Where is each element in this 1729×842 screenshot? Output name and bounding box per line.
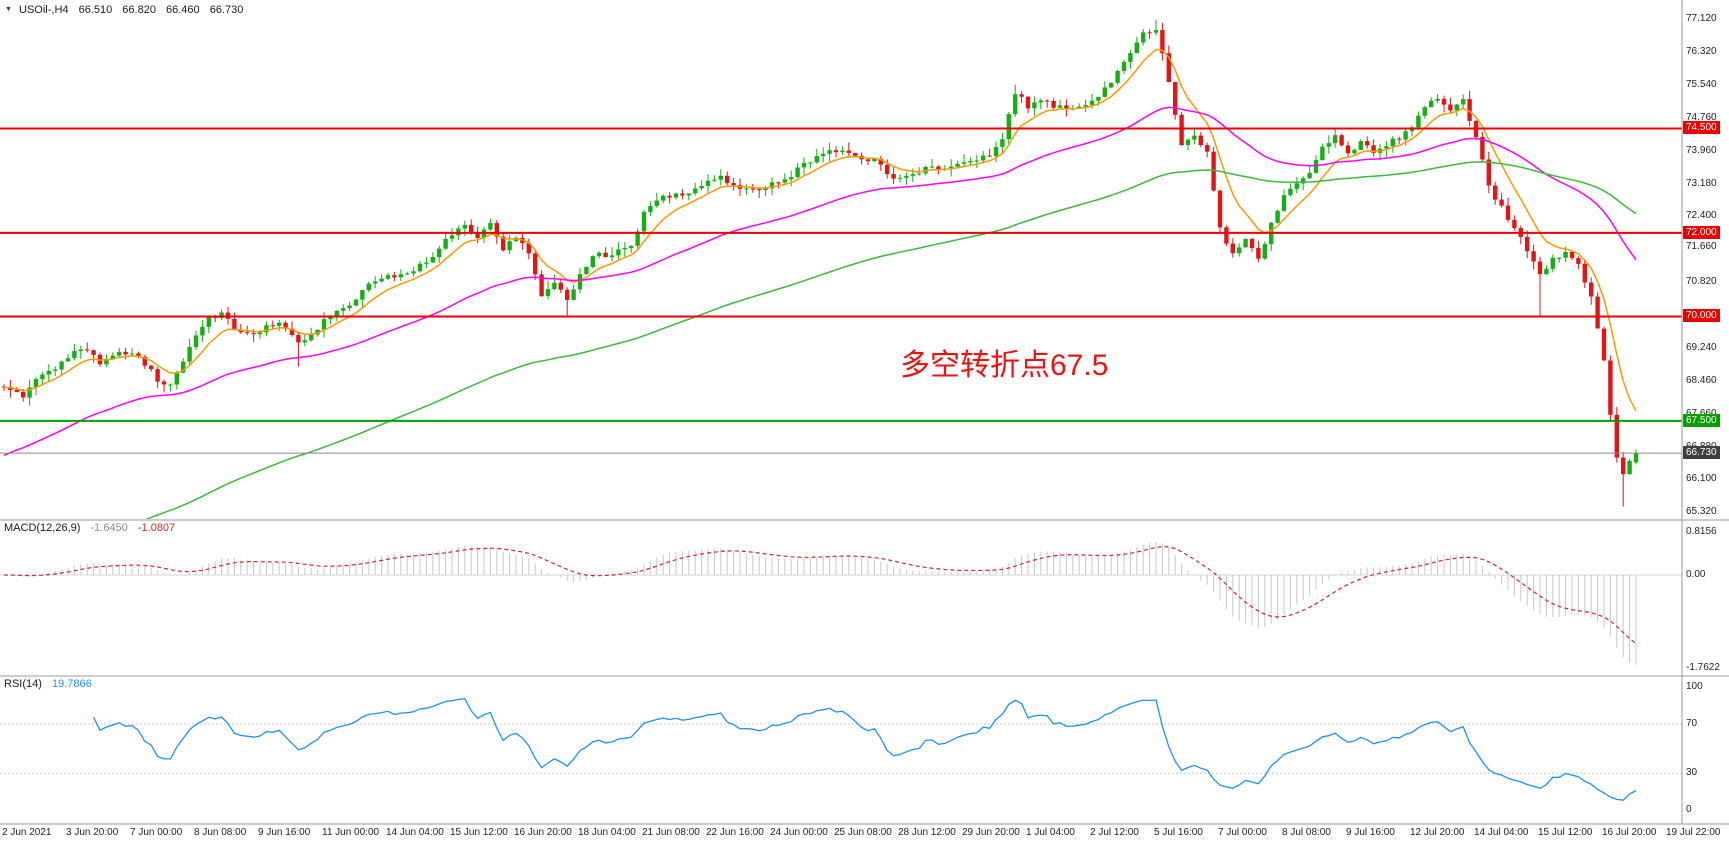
time-axis-tick: 15 Jul 12:00 [1538, 827, 1593, 838]
price-axis-tick: 69.240 [1686, 342, 1717, 354]
time-axis-tick: 18 Jun 04:00 [578, 827, 636, 838]
ohlc-open-value: 66.510 [78, 4, 113, 16]
macd-label: MACD(12,26,9) [4, 522, 81, 534]
time-axis-tick: 28 Jun 12:00 [898, 827, 956, 838]
time-axis-tick: 5 Jul 16:00 [1154, 827, 1203, 838]
time-axis-tick: 1 Jul 04:00 [1026, 827, 1075, 838]
time-axis-tick: 2 Jul 12:00 [1090, 827, 1139, 838]
price-axis-tick: 74.760 [1686, 111, 1717, 123]
level-badge-66.730: 66.730 [1683, 446, 1720, 460]
price-axis-tick: 70.820 [1686, 276, 1717, 288]
macd-header: MACD(12,26,9) -1.6450 -1.0807 [4, 522, 175, 534]
rsi-plot-layer [0, 698, 1682, 801]
time-axis-tick: 24 Jun 00:00 [770, 827, 828, 838]
ohlc-high-value: 66.820 [122, 4, 156, 16]
time-axis-tick: 8 Jul 08:00 [1282, 827, 1331, 838]
level-badge-70.000: 70.000 [1683, 309, 1720, 323]
rsi-axis-tick: 100 [1686, 681, 1703, 692]
time-axis-tick: 15 Jun 12:00 [450, 827, 508, 838]
macd-signal-value: -1.0807 [137, 522, 176, 534]
level-badge-72.000: 72.000 [1683, 225, 1720, 239]
ohlc-low-value: 66.460 [166, 4, 200, 16]
level-badge-74.500: 74.500 [1683, 121, 1720, 135]
price-axis-tick: 66.100 [1686, 473, 1717, 485]
level-badge-67.500: 67.500 [1683, 413, 1720, 427]
time-axis-tick: 7 Jul 00:00 [1218, 827, 1267, 838]
price-axis-tick: 71.660 [1686, 241, 1717, 253]
annotation-text: 多空转折点67.5 [900, 349, 1109, 382]
time-axis-tick: 25 Jun 08:00 [834, 827, 892, 838]
time-axis-tick: 29 Jun 20:00 [962, 827, 1020, 838]
price-axis-tick: 72.400 [1686, 210, 1717, 222]
time-axis-tick: 7 Jun 00:00 [130, 827, 183, 838]
time-axis-tick: 2 Jun 2021 [2, 827, 52, 838]
macd-axis-tick: 0.8156 [1686, 526, 1717, 538]
price-axis-tick: 67.660 [1686, 408, 1717, 419]
main-plot-layer [0, 19, 1682, 519]
symbol-title: ▼ USOil-,H4 66.510 66.820 66.460 66.730 [5, 4, 243, 16]
rsi-header: RSI(14) 19.7866 [4, 678, 92, 690]
price-axis-tick: 76.320 [1686, 46, 1717, 58]
price-axis-tick: 68.460 [1686, 374, 1717, 386]
macd-main-value: -1.6450 [90, 522, 128, 534]
time-axis-tick: 14 Jul 04:00 [1474, 827, 1529, 838]
time-axis-tick: 21 Jun 08:00 [642, 827, 700, 838]
time-axis-tick: 16 Jun 20:00 [514, 827, 572, 838]
time-axis-tick: 14 Jun 04:00 [386, 827, 444, 838]
rsi-value: 19.7866 [51, 678, 92, 690]
symbol-period-label: USOil-,H4 [19, 4, 69, 16]
symbol-expander-icon[interactable]: ▼ [5, 6, 12, 13]
time-axis-tick: 16 Jul 20:00 [1602, 827, 1657, 838]
time-axis-tick: 22 Jun 16:00 [706, 827, 764, 838]
time-axis-tick: 12 Jul 20:00 [1410, 827, 1465, 838]
price-axis-tick: 73.960 [1686, 145, 1717, 157]
time-axis-tick: 19 Jul 22:00 [1666, 827, 1721, 838]
time-axis-tick: 3 Jun 20:00 [66, 827, 119, 838]
rsi-label: RSI(14) [4, 678, 42, 690]
rsi-axis-tick: 70 [1686, 717, 1698, 729]
price-axis-tick: 65.320 [1686, 506, 1717, 517]
macd-axis-tick: -1.7622 [1686, 661, 1720, 673]
macd-plot-layer [0, 541, 1682, 665]
time-axis-tick: 8 Jun 08:00 [194, 827, 247, 838]
rsi-axis-tick: 0 [1686, 804, 1692, 816]
time-axis-tick: 9 Jun 16:00 [258, 827, 311, 838]
price-axis-tick: 73.180 [1686, 177, 1717, 189]
ohlc-close-value: 66.730 [209, 4, 244, 16]
price-axis-tick: 75.540 [1686, 79, 1717, 90]
price-axis-tick: 77.120 [1686, 13, 1717, 24]
time-axis-tick: 11 Jun 00:00 [322, 827, 380, 838]
rsi-axis-tick: 30 [1686, 767, 1698, 779]
time-axis-tick: 9 Jul 16:00 [1346, 827, 1395, 838]
macd-axis-tick: 0.00 [1686, 569, 1706, 580]
